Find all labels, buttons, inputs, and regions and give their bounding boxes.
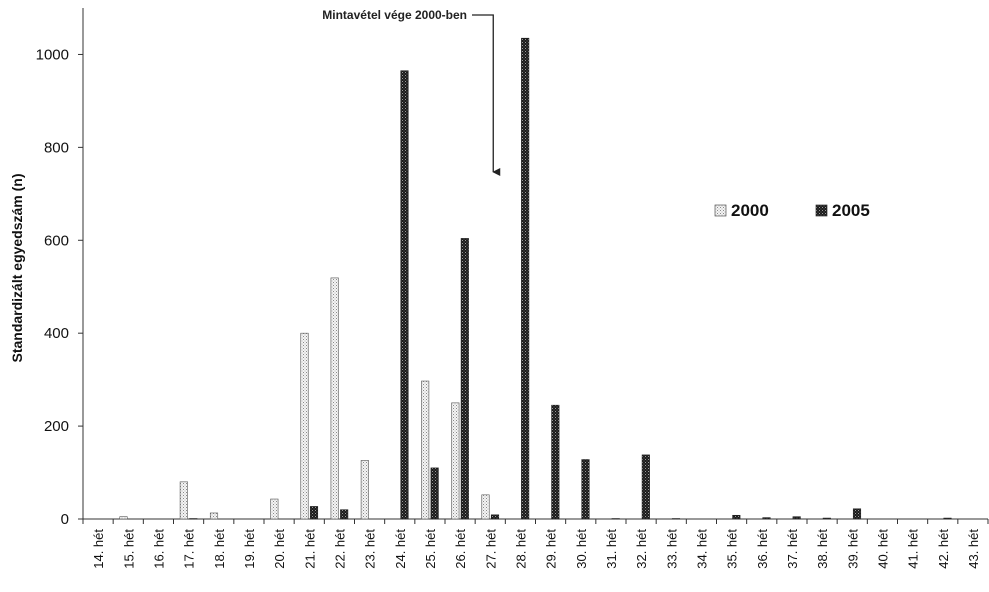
x-tick-label: 22. hét	[332, 529, 347, 569]
bar-2000-22	[330, 277, 339, 520]
x-tick-label: 25. hét	[423, 529, 438, 569]
bar-2005-37	[792, 516, 801, 520]
x-tick-label: 14. hét	[91, 529, 106, 569]
annotation-arrow	[472, 14, 501, 176]
bar-2000-23	[360, 460, 369, 520]
bar-2000-17	[179, 481, 188, 520]
bar-2005-24	[400, 70, 409, 520]
bar-2000-21	[300, 332, 309, 520]
bar-2005-21	[309, 506, 319, 520]
x-tick-label: 20. hét	[272, 529, 287, 569]
x-tick-label: 34. hét	[694, 529, 709, 569]
bar-2000-18	[209, 512, 219, 520]
y-tick-label: 800	[44, 139, 69, 156]
bar-2005-35	[732, 514, 741, 520]
bar-2005-32	[641, 454, 650, 520]
x-tick-label: 28. hét	[513, 529, 528, 569]
bar-2005-29	[551, 404, 560, 520]
x-tick-label: 42. hét	[936, 529, 951, 569]
x-tick-label: 23. hét	[363, 529, 378, 569]
x-tick-label: 39. hét	[845, 529, 860, 569]
x-tick-label: 33. hét	[664, 529, 679, 569]
bar-2005-36	[762, 517, 771, 520]
bar-2000-15	[119, 516, 128, 520]
x-tick-label: 31. hét	[604, 529, 619, 569]
x-tick-label: 35. hét	[725, 529, 740, 569]
x-tick-label: 40. hét	[875, 529, 890, 569]
x-tick-label: 37. hét	[785, 529, 800, 569]
x-tick-label: 27. hét	[483, 529, 498, 569]
x-tick-label: 19. hét	[242, 529, 257, 569]
annotation: Mintavétel vége 2000-ben	[322, 8, 501, 176]
bar-2000-27	[481, 494, 490, 520]
y-axis-label: Standardizált egyedszám (n)	[9, 173, 25, 362]
bar-2005-26	[460, 238, 469, 520]
bar-2005-39	[852, 508, 862, 520]
x-tick-label: 38. hét	[815, 529, 830, 569]
x-tick-label: 36. hét	[755, 529, 770, 569]
bar-2005-28	[521, 37, 530, 520]
x-tick-label: 43. hét	[966, 529, 981, 569]
bar-2005-30	[581, 459, 590, 520]
x-tick-label: 41. hét	[906, 529, 921, 569]
x-tick-label: 30. hét	[574, 529, 589, 569]
legend-swatch-2000	[714, 204, 727, 217]
x-tick-label: 17. hét	[182, 529, 197, 569]
x-tick-label: 26. hét	[453, 529, 468, 569]
x-tick-label: 15. hét	[121, 529, 136, 569]
y-axis-ticks: 0 200 400 600 800 1000	[36, 46, 83, 528]
legend-label-2005: 2005	[832, 201, 870, 220]
category-labels: 14. hét 15. hét 16. hét 17. hét 18. hét 19. h…	[91, 529, 981, 569]
x-tick-label: 29. hét	[544, 529, 559, 569]
bar-2005-17	[189, 518, 198, 520]
annotation-text: Mintavétel vége 2000-ben	[322, 8, 467, 22]
bar-2005-31	[611, 518, 620, 520]
bar-2000-20	[270, 498, 279, 520]
x-tick-label: 32. hét	[634, 529, 649, 569]
legend: 2000 2005	[714, 201, 870, 220]
x-tick-label: 21. hét	[302, 529, 317, 569]
y-tick-label: 400	[44, 325, 69, 342]
y-tick-label: 0	[61, 511, 69, 528]
x-tick-label: 24. hét	[393, 529, 408, 569]
bar-2005-22	[340, 509, 349, 520]
x-axis-ticks	[82, 519, 989, 524]
legend-label-2000: 2000	[731, 201, 769, 220]
bars-group	[119, 37, 952, 520]
y-tick-label: 1000	[36, 46, 69, 63]
legend-swatch-2005	[815, 204, 828, 217]
x-tick-label: 18. hét	[212, 529, 227, 569]
bar-2005-25	[430, 467, 439, 520]
y-tick-label: 600	[44, 232, 69, 249]
bar-2000-26	[451, 402, 460, 520]
bar-2005-27	[490, 514, 500, 520]
bar-2000-25	[421, 380, 430, 520]
bar-2005-38	[822, 517, 831, 520]
y-tick-label: 200	[44, 418, 69, 435]
bar-2005-33	[671, 518, 681, 520]
x-tick-label: 16. hét	[151, 529, 166, 569]
bar-2005-42	[943, 517, 952, 520]
